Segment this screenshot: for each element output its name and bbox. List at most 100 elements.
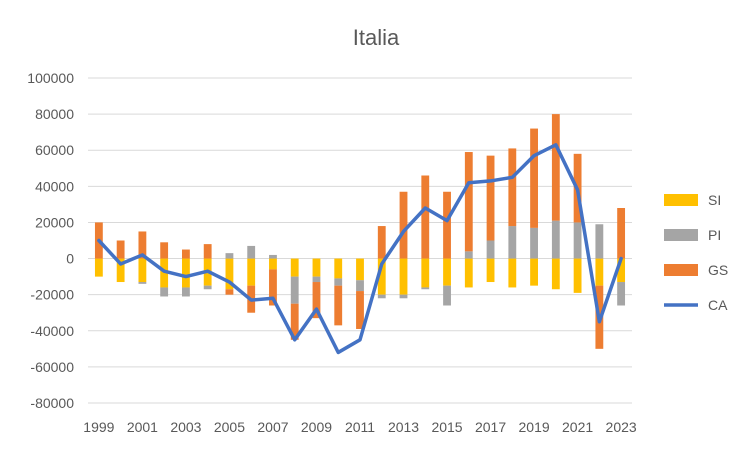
bar-pi-2014 xyxy=(421,287,430,290)
bar-si-2019 xyxy=(530,258,538,286)
y-axis-tick-labels: -80000 -60000 -40000 -20000 0 20000 40000 60000… xyxy=(27,70,74,411)
legend-swatch-gs xyxy=(664,264,698,276)
bar-pi-2005 xyxy=(225,253,234,259)
x-tick-label: 2005 xyxy=(214,419,245,435)
legend: SI PI GS CA xyxy=(664,192,728,313)
bar-si-2013 xyxy=(399,258,408,295)
x-tick-label: 2011 xyxy=(345,419,375,435)
bar-si-2014 xyxy=(421,258,430,288)
bar-si-2012 xyxy=(377,258,386,295)
bar-pi-2019 xyxy=(530,227,538,259)
x-tick-label: 2009 xyxy=(301,419,332,435)
bar-gs-2005 xyxy=(225,289,234,295)
bar-pi-2011 xyxy=(356,280,364,292)
bar-gs-2016 xyxy=(464,152,473,252)
legend-swatch-si xyxy=(664,194,698,206)
y-tick-label: 0 xyxy=(66,251,74,267)
x-tick-label: 2013 xyxy=(388,419,419,435)
legend-swatch-pi xyxy=(664,229,698,241)
bar-pi-2003 xyxy=(182,287,190,297)
bar-pi-2021 xyxy=(573,222,582,259)
bar-gs-2017 xyxy=(486,155,495,241)
bar-pi-2013 xyxy=(399,294,408,299)
bar-pi-2022 xyxy=(595,224,604,259)
x-tick-label: 2003 xyxy=(170,419,201,435)
legend-label-pi: PI xyxy=(708,227,721,243)
bar-si-2023 xyxy=(617,258,626,283)
y-tick-label: -20000 xyxy=(30,287,74,303)
legend-label-ca: CA xyxy=(708,297,728,313)
bar-pi-2009 xyxy=(312,276,321,283)
bar-si-1999 xyxy=(94,258,103,277)
bar-pi-2023 xyxy=(617,282,626,306)
x-tick-label: 2017 xyxy=(475,419,506,435)
bar-pi-2016 xyxy=(464,251,473,259)
bar-pi-2004 xyxy=(203,285,212,290)
bar-si-2021 xyxy=(573,258,582,293)
bar-si-2010 xyxy=(334,258,343,279)
bar-si-2022 xyxy=(595,258,604,286)
bar-gs-2018 xyxy=(508,148,517,227)
bar-pi-2002 xyxy=(160,287,169,297)
bar-si-2011 xyxy=(356,258,364,281)
y-tick-label: -60000 xyxy=(30,359,74,375)
bar-pi-2006 xyxy=(247,245,256,259)
line-ca xyxy=(97,143,623,355)
bar-pi-2015 xyxy=(443,285,451,306)
x-tick-label: 2019 xyxy=(519,419,550,435)
bar-gs-2010 xyxy=(334,285,343,326)
gridlines xyxy=(88,77,632,404)
bar-gs-2008 xyxy=(290,303,299,340)
bar-pi-2010 xyxy=(334,278,343,286)
bar-gs-2013 xyxy=(399,191,408,259)
bar-gs-2020 xyxy=(551,114,560,221)
legend-label-gs: GS xyxy=(708,262,728,278)
bar-si-2006 xyxy=(247,258,256,286)
y-tick-label: 40000 xyxy=(35,178,74,194)
chart-title: Italia xyxy=(353,25,400,50)
x-axis-tick-labels: 1999 2001 2003 2005 2007 2009 2011 2013 2015 2017… xyxy=(83,419,637,435)
x-tick-label: 2001 xyxy=(127,419,158,435)
bar-pi-2001 xyxy=(138,282,147,284)
bar-gs-2011 xyxy=(356,291,364,329)
bar-si-2007 xyxy=(269,258,277,270)
bar-pi-2020 xyxy=(551,220,560,259)
x-tick-label: 2021 xyxy=(562,419,593,435)
ca-line-group xyxy=(97,143,623,355)
bar-pi-2012 xyxy=(377,294,386,299)
bar-gs-2014 xyxy=(421,175,430,259)
bar-si-2002 xyxy=(160,258,169,288)
bar-pi-2017 xyxy=(486,240,495,259)
bar-gs-2002 xyxy=(160,242,169,259)
bar-si-2017 xyxy=(486,258,495,283)
bar-gs-2012 xyxy=(377,226,386,259)
bar-gs-2019 xyxy=(530,128,538,228)
bar-si-2018 xyxy=(508,258,517,288)
bar-pi-2007 xyxy=(269,254,277,259)
y-tick-label: 80000 xyxy=(35,106,74,122)
bar-gs-2000 xyxy=(116,240,125,259)
y-tick-label: -40000 xyxy=(30,323,74,339)
bar-si-2000 xyxy=(116,258,125,283)
bar-si-2015 xyxy=(443,258,451,286)
bar-pi-2018 xyxy=(508,226,517,259)
bar-gs-2004 xyxy=(203,244,212,259)
y-tick-label: -80000 xyxy=(30,395,74,411)
y-tick-label: 60000 xyxy=(35,142,74,158)
bar-si-2001 xyxy=(138,258,147,283)
bar-si-2016 xyxy=(464,258,473,288)
bar-si-2003 xyxy=(182,258,190,288)
x-tick-label: 1999 xyxy=(83,419,114,435)
bar-gs-2023 xyxy=(617,208,626,259)
legend-label-si: SI xyxy=(708,192,721,208)
y-tick-label: 20000 xyxy=(35,214,74,230)
bar-gs-2003 xyxy=(182,249,190,259)
bar-si-2009 xyxy=(312,258,321,277)
bar-si-2008 xyxy=(290,258,299,277)
bar-gs-2015 xyxy=(443,191,451,259)
bar-pi-2008 xyxy=(290,276,299,304)
bar-gs-2001 xyxy=(138,231,147,259)
x-tick-label: 2023 xyxy=(606,419,637,435)
